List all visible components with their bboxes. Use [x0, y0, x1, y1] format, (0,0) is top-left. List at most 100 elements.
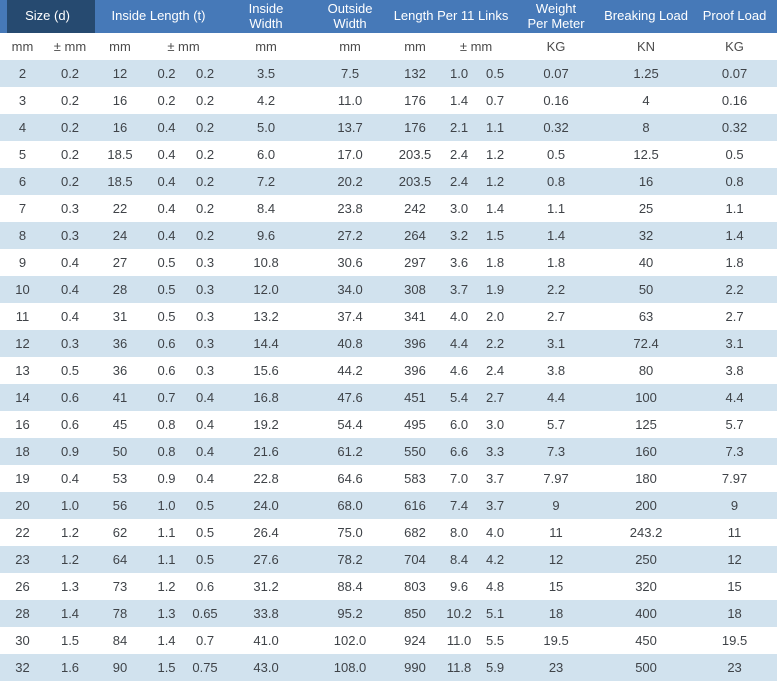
table-row: 14 0.6 41 0.7 0.4 16.8 47.6 451 5.4 2.7 4.4 100 4.4 [0, 384, 777, 411]
cell-breaking-load-kn: 160 [600, 438, 693, 465]
cell-size-tolerance: 0.3 [45, 195, 96, 222]
cell-proof-load-kg: 0.8 [692, 168, 777, 195]
cell-inside-width-mm: 13.2 [222, 303, 311, 330]
cell-size-mm: 8 [0, 222, 45, 249]
group-header-row: Size (d) Inside Length (t) Inside Width … [0, 0, 777, 33]
cell-size-mm: 16 [0, 411, 45, 438]
cell-length-tolerance-2: 1.5 [478, 222, 513, 249]
cell-size-mm: 20 [0, 492, 45, 519]
cell-size-tolerance: 0.5 [45, 357, 96, 384]
cell-breaking-load-kn: 72.4 [600, 330, 693, 357]
cell-size-mm: 32 [0, 654, 45, 681]
cell-proof-load-kg: 7.3 [692, 438, 777, 465]
cell-outside-width-mm: 11.0 [310, 87, 391, 114]
cell-size-mm: 5 [0, 141, 45, 168]
cell-proof-load-kg: 2.2 [692, 276, 777, 303]
cell-outside-width-mm: 78.2 [310, 546, 391, 573]
cell-length-tolerance-1: 8.0 [440, 519, 479, 546]
table-row: 2 0.2 12 0.2 0.2 3.5 7.5 132 1.0 0.5 0.07 1.25 0.07 [0, 60, 777, 87]
table-row: 12 0.3 36 0.6 0.3 14.4 40.8 396 4.4 2.2 3.1 72.4 3.1 [0, 330, 777, 357]
cell-length-tolerance-1: 7.0 [440, 465, 479, 492]
cell-inside-length-mm: 50 [95, 438, 146, 465]
cell-length-per-11-links-mm: 396 [390, 357, 441, 384]
cell-length-tolerance-1: 3.0 [440, 195, 479, 222]
cell-inside-length-tolerance-1: 0.5 [145, 303, 189, 330]
cell-inside-length-tolerance-1: 0.8 [145, 411, 189, 438]
cell-inside-length-mm: 73 [95, 573, 146, 600]
cell-breaking-load-kn: 12.5 [600, 141, 693, 168]
cell-length-per-11-links-mm: 264 [390, 222, 441, 249]
cell-length-tolerance-1: 3.2 [440, 222, 479, 249]
cell-length-tolerance-2: 1.1 [478, 114, 513, 141]
units-row: mm ± mm mm ± mm mm mm mm ± mm KG KN KG [0, 33, 777, 60]
cell-size-tolerance: 1.2 [45, 546, 96, 573]
cell-size-mm: 23 [0, 546, 45, 573]
cell-inside-length-tolerance-2: 0.75 [188, 654, 223, 681]
cell-inside-width-mm: 14.4 [222, 330, 311, 357]
cell-length-tolerance-1: 6.0 [440, 411, 479, 438]
cell-length-tolerance-2: 3.0 [478, 411, 513, 438]
cell-breaking-load-kn: 500 [600, 654, 693, 681]
cell-length-tolerance-1: 11.8 [440, 654, 479, 681]
cell-size-tolerance: 1.3 [45, 573, 96, 600]
table-row: 3 0.2 16 0.2 0.2 4.2 11.0 176 1.4 0.7 0.16 4 0.16 [0, 87, 777, 114]
cell-weight-per-meter-kg: 7.3 [512, 438, 601, 465]
cell-length-tolerance-2: 3.7 [478, 492, 513, 519]
col-group-outside-width: Outside Width [310, 0, 391, 33]
cell-weight-per-meter-kg: 0.5 [512, 141, 601, 168]
cell-size-mm: 7 [0, 195, 45, 222]
table-row: 5 0.2 18.5 0.4 0.2 6.0 17.0 203.5 2.4 1.2 0.5 12.5 0… [0, 141, 777, 168]
cell-length-per-11-links-mm: 704 [390, 546, 441, 573]
cell-inside-length-tolerance-2: 0.5 [188, 546, 223, 573]
cell-inside-length-tolerance-1: 0.4 [145, 222, 189, 249]
cell-outside-width-mm: 47.6 [310, 384, 391, 411]
cell-outside-width-mm: 40.8 [310, 330, 391, 357]
cell-length-per-11-links-mm: 308 [390, 276, 441, 303]
cell-inside-length-mm: 36 [95, 330, 146, 357]
table-row: 18 0.9 50 0.8 0.4 21.6 61.2 550 6.6 3.3 7.3 160 7.3 [0, 438, 777, 465]
cell-inside-width-mm: 6.0 [222, 141, 311, 168]
cell-inside-length-tolerance-1: 0.5 [145, 249, 189, 276]
cell-length-per-11-links-mm: 990 [390, 654, 441, 681]
cell-weight-per-meter-kg: 9 [512, 492, 601, 519]
cell-length-per-11-links-mm: 682 [390, 519, 441, 546]
cell-length-tolerance-2: 1.9 [478, 276, 513, 303]
table-row: 28 1.4 78 1.3 0.65 33.8 95.2 850 10.2 5.1 18 400 18 [0, 600, 777, 627]
cell-breaking-load-kn: 1.25 [600, 60, 693, 87]
cell-inside-length-mm: 78 [95, 600, 146, 627]
cell-outside-width-mm: 23.8 [310, 195, 391, 222]
cell-weight-per-meter-kg: 5.7 [512, 411, 601, 438]
cell-size-mm: 12 [0, 330, 45, 357]
cell-inside-width-mm: 4.2 [222, 87, 311, 114]
cell-proof-load-kg: 23 [692, 654, 777, 681]
cell-outside-width-mm: 95.2 [310, 600, 391, 627]
cell-inside-length-mm: 12 [95, 60, 146, 87]
cell-inside-length-tolerance-1: 0.2 [145, 87, 189, 114]
cell-inside-length-tolerance-1: 0.4 [145, 168, 189, 195]
cell-breaking-load-kn: 50 [600, 276, 693, 303]
cell-inside-length-mm: 45 [95, 411, 146, 438]
table-row: 16 0.6 45 0.8 0.4 19.2 54.4 495 6.0 3.0 5.7 125 5.7 [0, 411, 777, 438]
cell-size-tolerance: 0.3 [45, 222, 96, 249]
cell-size-mm: 14 [0, 384, 45, 411]
cell-length-per-11-links-mm: 803 [390, 573, 441, 600]
cell-length-tolerance-2: 4.2 [478, 546, 513, 573]
cell-weight-per-meter-kg: 0.07 [512, 60, 601, 87]
cell-length-tolerance-2: 1.2 [478, 141, 513, 168]
cell-inside-length-tolerance-2: 0.4 [188, 384, 223, 411]
cell-length-tolerance-1: 7.4 [440, 492, 479, 519]
cell-length-per-11-links-mm: 176 [390, 114, 441, 141]
cell-breaking-load-kn: 63 [600, 303, 693, 330]
cell-inside-width-mm: 15.6 [222, 357, 311, 384]
table-row: 11 0.4 31 0.5 0.3 13.2 37.4 341 4.0 2.0 2.7 63 2.7 [0, 303, 777, 330]
cell-breaking-load-kn: 125 [600, 411, 693, 438]
table-row: 19 0.4 53 0.9 0.4 22.8 64.6 583 7.0 3.7 7.97 180 7.9… [0, 465, 777, 492]
cell-inside-length-mm: 24 [95, 222, 146, 249]
cell-length-tolerance-2: 1.8 [478, 249, 513, 276]
cell-size-mm: 9 [0, 249, 45, 276]
cell-size-tolerance: 0.2 [45, 60, 96, 87]
cell-inside-length-tolerance-2: 0.2 [188, 60, 223, 87]
cell-weight-per-meter-kg: 15 [512, 573, 601, 600]
